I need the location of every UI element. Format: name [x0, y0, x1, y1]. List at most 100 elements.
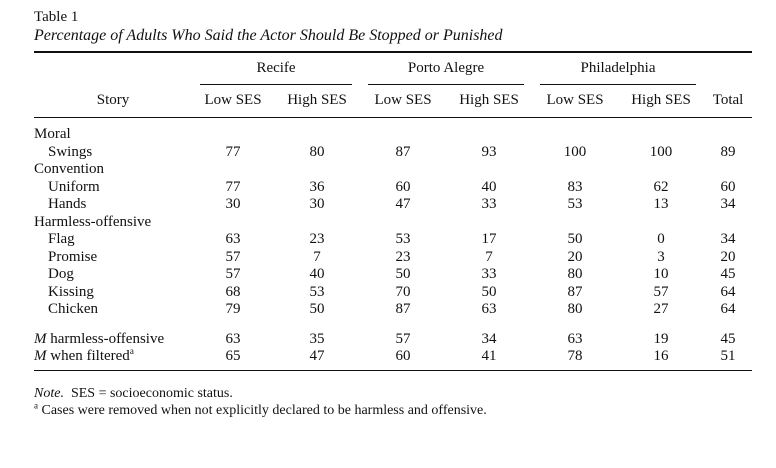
cell: 10: [653, 266, 669, 283]
row-label: Kissing: [48, 283, 94, 300]
cell: 53: [309, 283, 325, 300]
cell: 80: [309, 143, 325, 160]
group-row: Convention: [34, 161, 752, 179]
cell: 77: [225, 143, 241, 160]
table-row: Dog 57 40 50 33 80 10 45: [34, 266, 752, 284]
data-table: Recife Porto Alegre Philadelphia Story L…: [34, 53, 753, 370]
cell: 87: [395, 143, 411, 160]
footnote-mark: a: [34, 399, 38, 410]
footnote-marker: a: [129, 346, 134, 357]
cell: 64: [720, 283, 736, 300]
cell: 7: [313, 248, 321, 265]
table-notes: Note. SES = socioeconomic status. a Case…: [34, 385, 752, 419]
cell: 63: [481, 301, 497, 318]
row-label: Uniform: [48, 178, 100, 195]
cell: 53: [567, 196, 583, 213]
footnote-line: a Cases were removed when not explicitly…: [34, 399, 752, 419]
cell: 87: [567, 283, 583, 300]
cell: 65: [225, 348, 241, 365]
cell: 23: [309, 231, 325, 248]
cell: 57: [653, 283, 669, 300]
col-header-low-ses: Low SES: [374, 91, 432, 108]
cell: 50: [309, 301, 325, 318]
table-row: Swings 77 80 87 93 100 100 89: [34, 144, 752, 162]
cell: 23: [395, 248, 411, 265]
cell: 62: [653, 178, 669, 195]
cell: 33: [481, 196, 497, 213]
cell: 16: [653, 348, 669, 365]
cell: 3: [657, 248, 665, 265]
cell: 93: [481, 143, 497, 160]
mean-label-harmless-offensive: M harmless-offensive: [34, 330, 165, 347]
row-label: Flag: [48, 231, 75, 248]
table-row: Uniform 77 36 60 40 83 62 60: [34, 179, 752, 197]
cell: 30: [225, 196, 241, 213]
cell: 60: [395, 348, 411, 365]
cell: 68: [225, 283, 241, 300]
cell: 36: [309, 178, 325, 195]
cell: 17: [481, 231, 497, 248]
cell: 80: [567, 301, 583, 318]
header-rule: [34, 117, 753, 118]
table-label: Table 1: [34, 9, 79, 25]
cell: 0: [657, 231, 665, 248]
group-label-harmless-offensive: Harmless-offensive: [34, 213, 152, 230]
note-text: SES = socioeconomic status.: [63, 385, 233, 401]
cell: 63: [567, 330, 583, 347]
city-header-porto-alegre: Porto Alegre: [368, 60, 525, 85]
cell: 100: [649, 143, 673, 160]
city-header-row: Recife Porto Alegre Philadelphia: [34, 53, 752, 85]
table-row: Hands 30 30 47 33 53 13 34: [34, 196, 752, 214]
row-label: Swings: [48, 143, 93, 160]
city-header-philadelphia: Philadelphia: [540, 60, 697, 85]
mean-label-when-filtered: M when filtereda: [34, 346, 134, 365]
cell: 47: [395, 196, 411, 213]
bottom-rule: [34, 369, 752, 371]
col-header-high-ses: High SES: [631, 91, 691, 108]
cell: 78: [567, 348, 583, 365]
column-header-row: Story Low SES High SES Low SES High SES …: [34, 85, 752, 118]
cell: 89: [720, 143, 736, 160]
cell: 70: [395, 283, 411, 300]
col-header-high-ses: High SES: [459, 91, 519, 108]
cell: 77: [225, 178, 241, 195]
table-row: Promise 57 7 23 7 20 3 20: [34, 249, 752, 267]
col-header-low-ses: Low SES: [546, 91, 604, 108]
cell: 87: [395, 301, 411, 318]
cell: 45: [720, 330, 736, 347]
cell: 34: [481, 330, 497, 347]
table-row: Flag 63 23 53 17 50 0 34: [34, 231, 752, 249]
cell: 35: [309, 330, 325, 347]
note-label: Note.: [34, 385, 64, 401]
col-header-total: Total: [712, 91, 744, 108]
cell: 47: [309, 348, 325, 365]
city-header-recife: Recife: [200, 60, 353, 85]
cell: 100: [563, 143, 587, 160]
cell: 51: [720, 348, 736, 365]
col-header-story: Story: [96, 91, 130, 108]
cell: 7: [485, 248, 493, 265]
group-label-moral: Moral: [34, 126, 71, 143]
mean-symbol: M: [34, 348, 47, 365]
mean-symbol: M: [34, 330, 47, 347]
mean-row: M harmless-offensive 63 35 57 34 63 19 4…: [34, 319, 752, 349]
note-line: Note. SES = socioeconomic status.: [34, 385, 752, 402]
cell: 34: [720, 231, 736, 248]
cell: 64: [720, 301, 736, 318]
cell: 41: [481, 348, 497, 365]
cell: 63: [225, 330, 241, 347]
cell: 50: [567, 231, 583, 248]
row-label: Promise: [48, 248, 98, 265]
group-row: Moral: [34, 118, 752, 144]
cell: 50: [481, 283, 497, 300]
table-row: Kissing 68 53 70 50 87 57 64: [34, 284, 752, 302]
col-header-low-ses: Low SES: [204, 91, 262, 108]
row-label: Chicken: [48, 301, 98, 318]
group-label-convention: Convention: [34, 161, 104, 178]
table-row: Chicken 79 50 87 63 80 27 64: [34, 301, 752, 319]
cell: 60: [395, 178, 411, 195]
cell: 57: [225, 266, 241, 283]
row-label: Hands: [48, 196, 87, 213]
footnote-text: Cases were removed when not explicitly d…: [38, 402, 487, 418]
cell: 83: [567, 178, 583, 195]
